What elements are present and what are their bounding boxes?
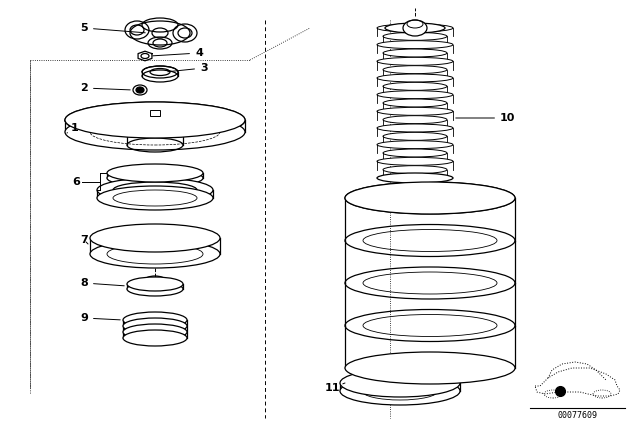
Ellipse shape: [383, 66, 447, 73]
Ellipse shape: [65, 102, 245, 138]
Ellipse shape: [383, 132, 447, 140]
Ellipse shape: [383, 99, 447, 107]
Ellipse shape: [97, 186, 213, 210]
Ellipse shape: [123, 324, 187, 340]
Text: 2: 2: [80, 83, 130, 93]
Ellipse shape: [136, 87, 144, 93]
Ellipse shape: [383, 32, 447, 40]
Text: 00077609: 00077609: [557, 410, 597, 419]
Ellipse shape: [345, 182, 515, 214]
Ellipse shape: [383, 149, 447, 157]
Ellipse shape: [377, 41, 453, 49]
Text: 4: 4: [153, 48, 203, 58]
Ellipse shape: [90, 224, 220, 252]
Ellipse shape: [123, 330, 187, 346]
Ellipse shape: [340, 369, 460, 397]
Text: 9: 9: [80, 313, 120, 323]
Ellipse shape: [377, 124, 453, 132]
Ellipse shape: [340, 377, 460, 405]
Ellipse shape: [107, 169, 203, 187]
Ellipse shape: [127, 277, 183, 291]
Ellipse shape: [377, 141, 453, 149]
Ellipse shape: [377, 157, 453, 165]
Text: 8: 8: [80, 278, 124, 288]
Ellipse shape: [123, 312, 187, 328]
Text: 6: 6: [72, 177, 80, 186]
Ellipse shape: [377, 108, 453, 115]
Ellipse shape: [345, 352, 515, 384]
Ellipse shape: [377, 173, 453, 183]
Bar: [150, 110, 160, 116]
Ellipse shape: [383, 49, 447, 57]
Ellipse shape: [107, 164, 203, 182]
Ellipse shape: [127, 282, 183, 296]
Ellipse shape: [403, 20, 427, 36]
Ellipse shape: [383, 82, 447, 90]
Ellipse shape: [377, 57, 453, 65]
Text: 3: 3: [168, 63, 207, 73]
Ellipse shape: [97, 178, 213, 202]
Text: 1: 1: [67, 123, 78, 133]
Ellipse shape: [377, 90, 453, 99]
Ellipse shape: [123, 318, 187, 334]
Text: 5: 5: [81, 23, 145, 33]
Ellipse shape: [383, 116, 447, 124]
Ellipse shape: [385, 23, 445, 33]
Ellipse shape: [90, 240, 220, 268]
Text: 11: 11: [324, 383, 345, 393]
Text: 7: 7: [80, 235, 88, 245]
Text: 10: 10: [456, 113, 515, 123]
Ellipse shape: [377, 24, 453, 32]
Ellipse shape: [377, 74, 453, 82]
Ellipse shape: [383, 166, 447, 174]
Ellipse shape: [65, 114, 245, 150]
